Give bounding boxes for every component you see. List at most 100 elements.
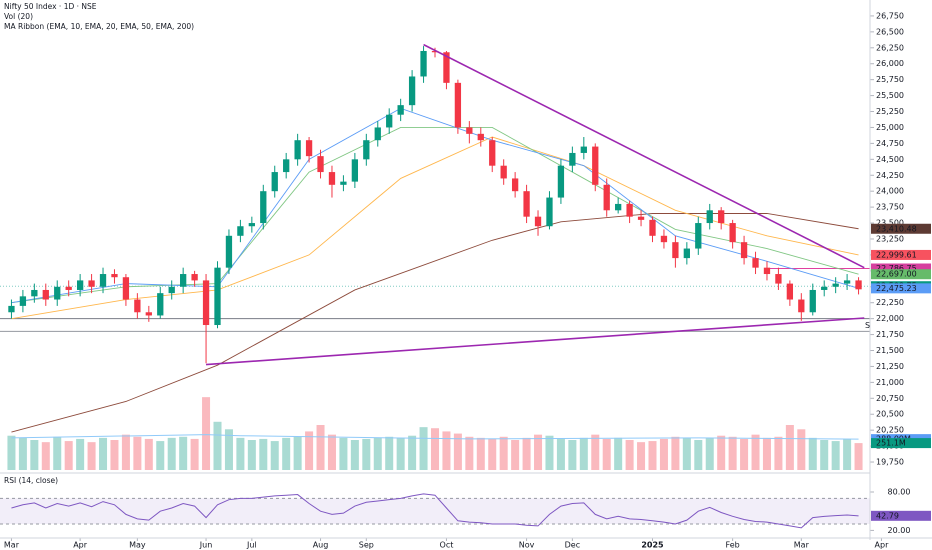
candle-body — [729, 223, 736, 243]
volume-bar — [53, 436, 62, 470]
volume-bar — [247, 440, 256, 470]
candle-body — [443, 52, 450, 83]
y-tick-label: 24,000 — [876, 187, 904, 196]
y-tick-label: 19,750 — [876, 458, 904, 467]
x-tick-label: May — [129, 541, 146, 550]
candle-body — [706, 210, 713, 224]
candle-body — [145, 312, 152, 316]
volume-bar — [694, 440, 703, 470]
volume-bar — [270, 441, 279, 470]
price-label-box — [871, 283, 931, 294]
candle-body — [157, 293, 164, 316]
volume-bar — [511, 440, 520, 470]
candle-body — [340, 181, 347, 185]
candle-body — [832, 283, 839, 287]
candle-body — [752, 258, 759, 268]
volume-bar — [99, 437, 108, 470]
volume-bar — [659, 438, 668, 470]
candle-body — [283, 159, 290, 173]
volume-ma — [11, 434, 859, 440]
volume-bar — [843, 438, 852, 470]
candle-body — [580, 146, 587, 153]
volume-bar — [30, 440, 39, 470]
y-tick-label: 26,750 — [876, 11, 904, 20]
y-tick-label: 26,000 — [876, 59, 904, 68]
x-tick-label: 2025 — [641, 541, 664, 550]
volume-bar — [133, 436, 142, 470]
candle-body — [626, 203, 633, 217]
chart-title: Nifty 50 Index · 1D · NSE — [4, 2, 97, 11]
plot-area: Support — [0, 43, 870, 529]
candle-body — [431, 50, 439, 53]
candle-body — [237, 226, 244, 236]
volume-bar — [41, 442, 50, 470]
volume-bar — [327, 434, 336, 470]
candle-body — [466, 127, 473, 134]
volume-bar — [534, 434, 543, 470]
candle-body — [76, 280, 84, 290]
candle-body — [798, 299, 805, 313]
volume-bar — [110, 440, 119, 470]
volume-bar — [774, 436, 783, 470]
x-tick-label: Mar — [4, 541, 20, 550]
volume-bar — [7, 435, 16, 470]
candle-body — [786, 283, 794, 300]
y-tick-label: 22,000 — [876, 314, 904, 323]
candle-body — [500, 165, 507, 179]
candle-body — [317, 156, 324, 173]
y-tick-label: 21,750 — [876, 330, 904, 339]
volume-bar — [293, 436, 302, 470]
y-tick-label: 21,250 — [876, 362, 904, 371]
rsi-title: RSI (14, close) — [4, 476, 58, 485]
candle-body — [420, 50, 427, 77]
y-tick-label: 21,000 — [876, 378, 904, 387]
volume-bar — [614, 437, 623, 470]
volume-bar — [373, 437, 382, 470]
candle-body — [855, 280, 862, 290]
volume-bar — [144, 438, 153, 470]
volume-bar — [179, 436, 188, 470]
volume-bar — [625, 440, 634, 470]
volume-bar — [740, 438, 749, 470]
price-label-box — [871, 438, 931, 449]
candle-body — [592, 146, 599, 185]
candle-body — [19, 296, 27, 306]
volume-bar — [785, 425, 794, 470]
x-tick-label: Dec — [565, 541, 580, 550]
candle-body — [88, 280, 95, 287]
volume-bar — [362, 438, 371, 470]
candle-body — [271, 172, 278, 192]
candle-body — [202, 280, 210, 326]
candle-body — [523, 191, 530, 217]
candle-body — [374, 127, 381, 141]
y-tick-label: 23,500 — [876, 219, 904, 228]
volume-bar — [396, 437, 405, 470]
candle-body — [489, 140, 496, 166]
x-tick-label: Nov — [519, 541, 535, 550]
volume-bar — [602, 438, 611, 470]
rsi-line — [11, 493, 859, 529]
price-label: 251.1M — [876, 439, 906, 448]
volume-bar — [854, 443, 863, 470]
candle-body — [31, 289, 38, 297]
candle-body — [569, 152, 576, 166]
y-tick-label: 23,250 — [876, 234, 904, 243]
candle-body — [603, 184, 610, 211]
volume-bar — [64, 441, 73, 470]
y-tick-label: 24,500 — [876, 155, 904, 164]
candle-body — [351, 159, 359, 182]
candle-body — [809, 289, 816, 313]
candle-body — [546, 197, 553, 227]
candle-body — [454, 82, 462, 128]
volume-bar — [87, 442, 96, 470]
candle-body — [775, 274, 782, 284]
volume-bar — [682, 437, 691, 470]
price-label-box — [871, 510, 931, 521]
volume-bar — [156, 441, 165, 470]
volume-bar — [762, 437, 771, 470]
candle-body — [615, 203, 622, 211]
volume-bar — [648, 441, 657, 470]
price-label: 42.79 — [876, 511, 899, 520]
rsi-tick-label: 80.00 — [888, 488, 911, 497]
volume-bar — [18, 437, 27, 470]
